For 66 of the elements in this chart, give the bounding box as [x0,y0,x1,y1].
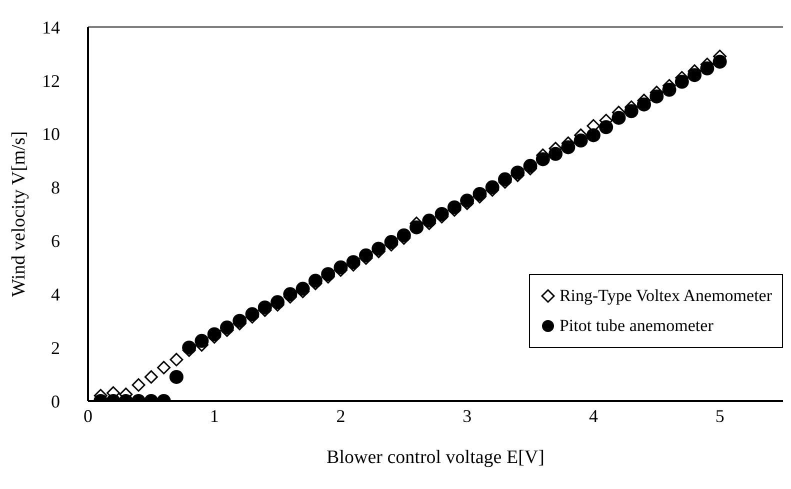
point [674,74,689,89]
point [170,352,184,366]
point [207,327,222,342]
point [359,248,373,262]
y-axis-title: Wind velocity V[m/s] [8,131,30,297]
x-axis-title: Blower control voltage E[V] [326,447,544,468]
x-tick-label: 2 [336,406,346,426]
point [283,287,298,302]
point [688,68,702,82]
y-tick-label: 0 [51,391,60,412]
point [182,340,196,355]
point [700,61,714,76]
point [650,89,664,104]
point [144,370,158,384]
x-tick-label: 5 [715,406,724,426]
point [561,140,576,154]
point [245,307,260,322]
point [372,242,386,256]
point [612,110,626,125]
point [410,220,424,234]
point [548,146,563,161]
point [132,378,146,392]
point [536,152,550,166]
point [258,300,272,314]
point [232,314,247,328]
point [472,186,487,201]
point [624,104,638,118]
x-tick-label: 4 [588,406,598,426]
point [434,207,449,221]
point [599,120,614,134]
point [485,180,500,194]
point [157,360,171,374]
point [396,228,411,242]
point [447,200,462,214]
point [586,128,600,142]
point [498,172,512,186]
y-tick-label: 10 [42,124,60,144]
point [523,158,538,173]
point [422,214,436,228]
point [384,235,398,250]
y-tick-label: 12 [42,70,60,91]
y-tick-label: 6 [51,231,60,252]
y-tick-label: 2 [51,338,60,358]
point [574,134,588,148]
point [712,54,727,69]
point [460,194,474,208]
y-tick-label: 14 [42,17,60,38]
point [194,334,209,348]
legend-label: Ring-Type Voltex Anemometer [559,286,772,306]
point [637,97,651,112]
point [220,320,234,335]
point [334,260,348,274]
x-tick-label: 1 [210,406,219,426]
point [662,82,676,97]
y-tick-label: 4 [51,284,60,305]
point [270,295,285,310]
legend-label: Pitot tube anemometer [559,316,714,336]
point [296,282,310,296]
y-tick-label: 8 [51,178,60,198]
x-tick-label: 3 [462,406,472,426]
point [308,274,322,288]
point [321,267,336,282]
point [346,255,360,270]
x-tick-label: 0 [84,406,92,426]
point [169,370,184,384]
point [510,166,525,180]
